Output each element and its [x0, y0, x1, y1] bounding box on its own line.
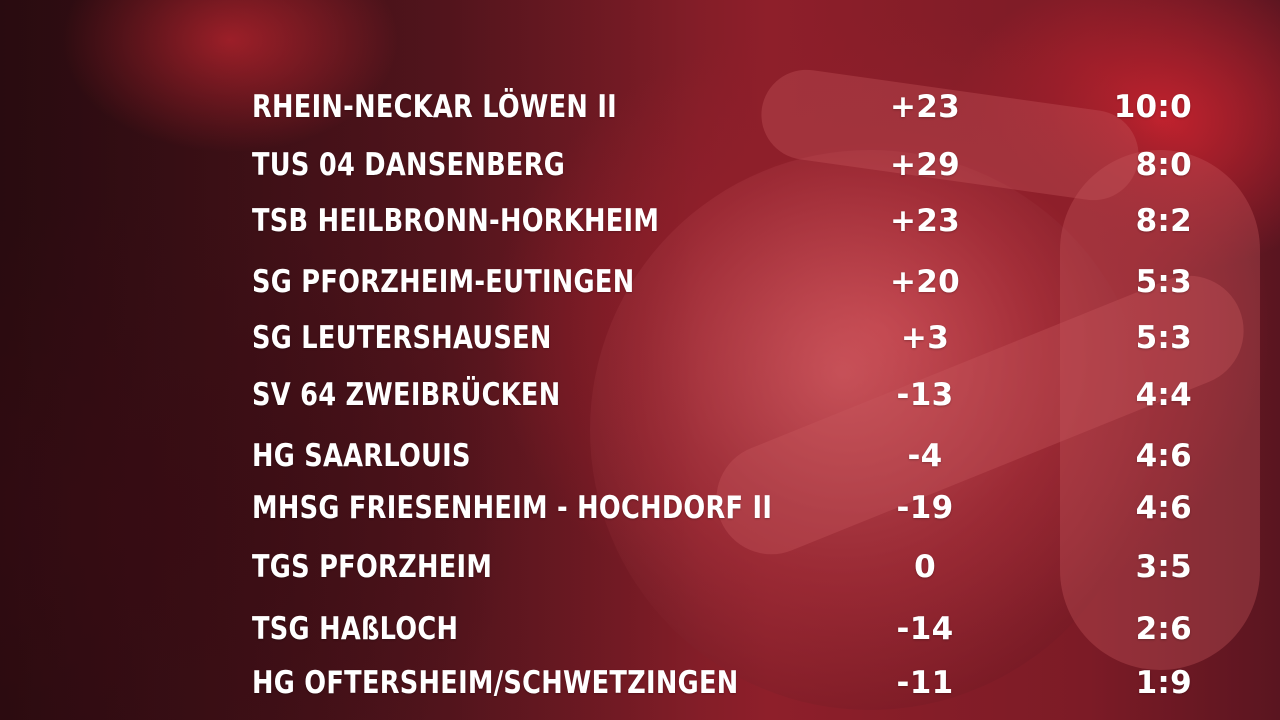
goal-difference: +29 [889, 147, 960, 183]
table-row: TSG HAßLOCH -14 2:6 [0, 604, 1280, 654]
table-row: HG SAARLOUIS -4 4:6 [0, 431, 1280, 481]
points: 8:0 [1135, 147, 1192, 183]
table-row: SV 64 ZWEIBRÜCKEN -13 4:4 [0, 370, 1280, 420]
points: 1:9 [1135, 665, 1192, 701]
points: 5:3 [1135, 264, 1192, 300]
goal-difference: -4 [907, 438, 943, 474]
table-row: MHSG FRIESENHEIM - HOCHDORF II -19 4:6 [0, 483, 1280, 533]
goal-difference: -19 [896, 490, 954, 526]
table-row: HG OFTERSHEIM/SCHWETZINGEN -11 1:9 [0, 658, 1280, 708]
handball-image [590, 150, 1150, 710]
team-name: SG LEUTERSHAUSEN [252, 320, 552, 356]
points: 4:6 [1135, 438, 1192, 474]
goal-difference: -14 [896, 611, 954, 647]
points: 4:4 [1135, 377, 1192, 413]
table-row: TGS PFORZHEIM 0 3:5 [0, 542, 1280, 592]
team-name: SG PFORZHEIM-EUTINGEN [252, 264, 635, 300]
team-name: MHSG FRIESENHEIM - HOCHDORF II [252, 490, 773, 526]
goal-difference: +23 [889, 89, 960, 125]
points: 10:0 [1113, 89, 1192, 125]
table-row: TSB HEILBRONN-HORKHEIM +23 8:2 [0, 196, 1280, 246]
points: 3:5 [1135, 549, 1192, 585]
points: 4:6 [1135, 490, 1192, 526]
team-name: HG SAARLOUIS [252, 438, 471, 474]
goal-difference: +23 [889, 203, 960, 239]
points: 2:6 [1135, 611, 1192, 647]
hand-image [1060, 150, 1260, 670]
team-name: RHEIN-NECKAR LÖWEN II [252, 89, 617, 125]
table-row: SG PFORZHEIM-EUTINGEN +20 5:3 [0, 257, 1280, 307]
goal-difference: -13 [896, 377, 954, 413]
table-row: SG LEUTERSHAUSEN +3 5:3 [0, 313, 1280, 363]
goal-difference: -11 [896, 665, 954, 701]
points: 8:2 [1135, 203, 1192, 239]
team-name: TGS PFORZHEIM [252, 549, 493, 585]
table-row: TUS 04 DANSENBERG +29 8:0 [0, 140, 1280, 190]
team-name: TSB HEILBRONN-HORKHEIM [252, 203, 660, 239]
team-name: TSG HAßLOCH [252, 611, 459, 647]
goal-difference: +20 [889, 264, 960, 300]
table-row: RHEIN-NECKAR LÖWEN II +23 10:0 [0, 82, 1280, 132]
team-name: HG OFTERSHEIM/SCHWETZINGEN [252, 665, 739, 701]
points: 5:3 [1135, 320, 1192, 356]
goal-difference: +3 [900, 320, 950, 356]
goal-difference: 0 [914, 549, 936, 585]
team-name: TUS 04 DANSENBERG [252, 147, 566, 183]
team-name: SV 64 ZWEIBRÜCKEN [252, 377, 561, 413]
